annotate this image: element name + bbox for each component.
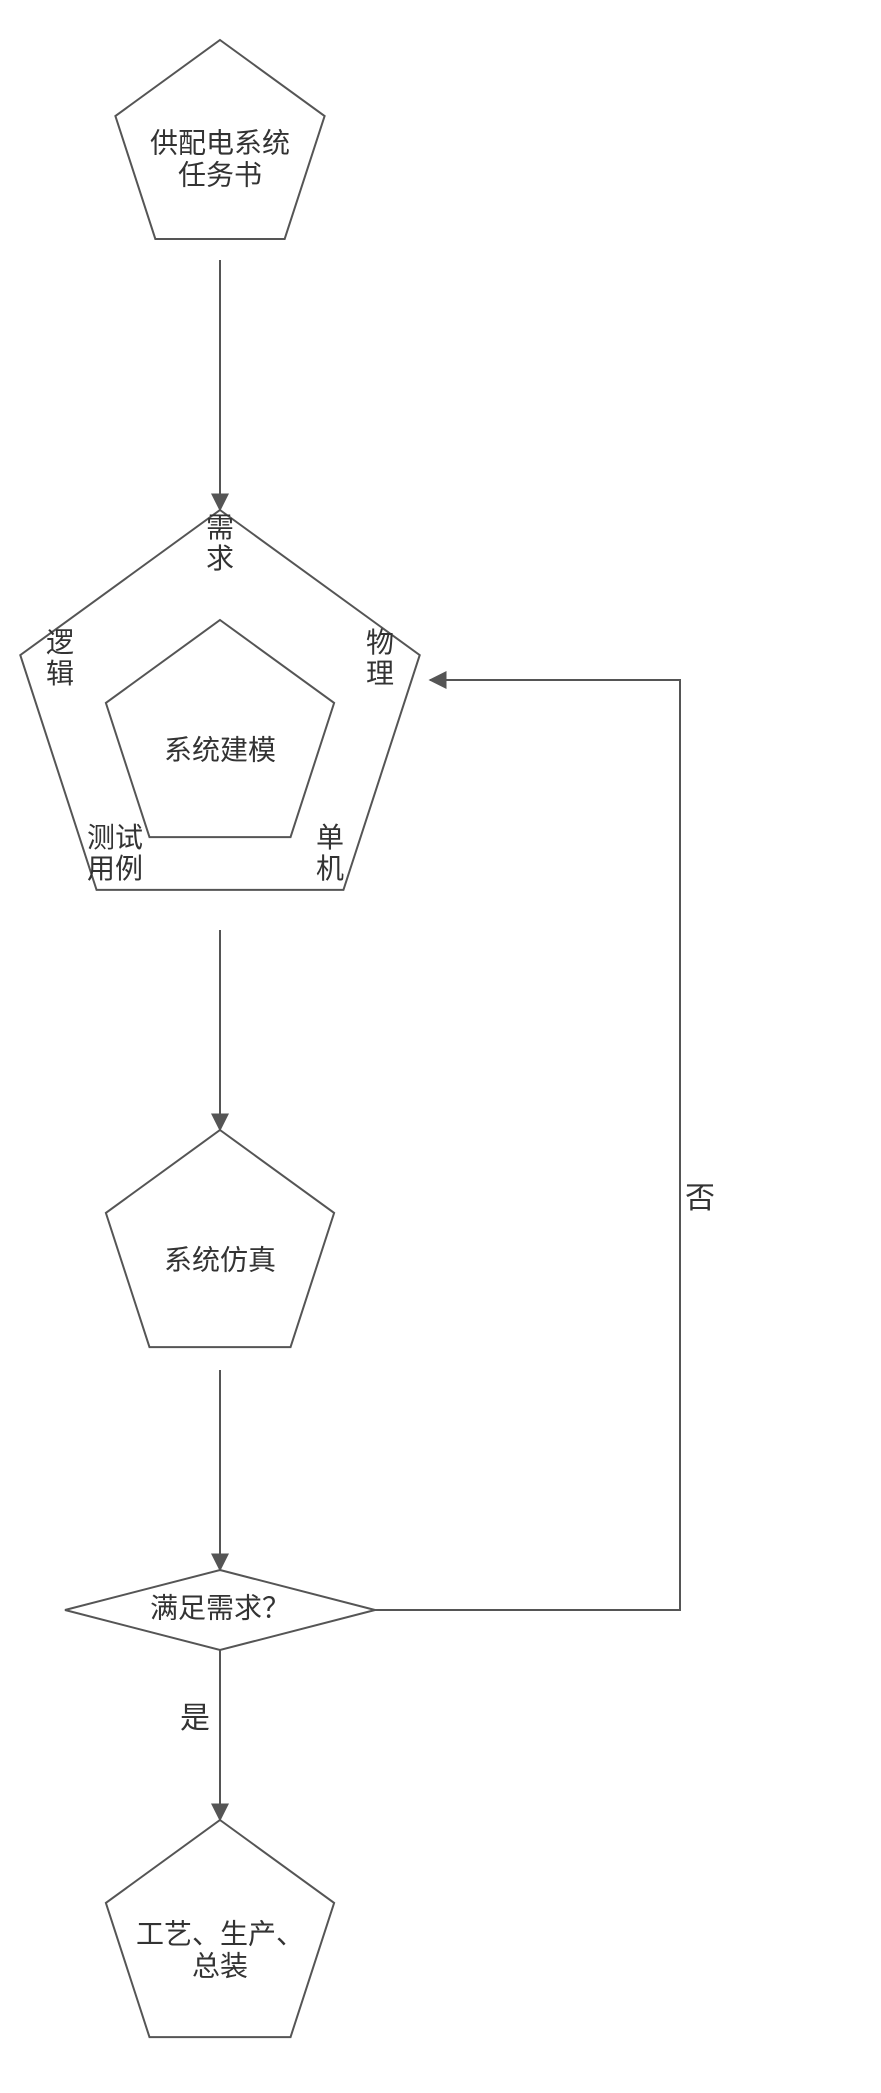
node-n1-text: 任务书 (178, 159, 262, 190)
node-n5-text: 工艺、生产、 (136, 1918, 304, 1949)
node-n2-label-right-text: 物 (366, 627, 394, 658)
node-n2-label-bottomright-text: 机 (316, 853, 344, 884)
edge-e5-label-text: 否 (685, 1182, 715, 1215)
node-n1-text: 供配电系统 (150, 127, 290, 158)
node-n2-label-left-text: 逻 (46, 627, 74, 658)
node-n4-text: 满足需求？ (150, 1592, 290, 1623)
node-n3 (106, 1130, 334, 1347)
node-n2-label-bottomright-text: 单 (316, 822, 344, 853)
node-n2-label-right-text: 理 (366, 658, 394, 689)
node-n2-label-top-text: 求 (206, 543, 234, 574)
node-n2-inner-text: 系统建模 (164, 734, 276, 765)
edge-e4-label-text: 是 (180, 1702, 210, 1735)
node-n2-label-top-text: 需 (206, 512, 234, 543)
node-n2-inner (106, 620, 334, 837)
edge-e5 (375, 680, 680, 1610)
node-n2-label-bottomleft-text: 用例 (87, 853, 143, 884)
node-n2-label-left-text: 辑 (46, 658, 74, 689)
node-n2-label-bottomleft-text: 测试 (87, 822, 143, 853)
node-n5-text: 总装 (192, 1950, 248, 1981)
node-n3-text: 系统仿真 (164, 1244, 276, 1275)
